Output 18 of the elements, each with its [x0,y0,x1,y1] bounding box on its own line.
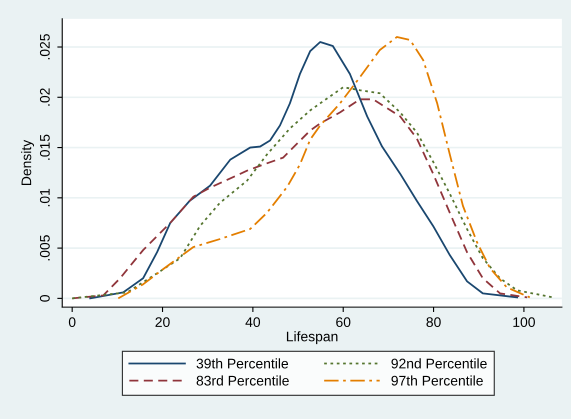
legend-label: 83rd Percentile [196,375,289,386]
legend-label: 92nd Percentile [391,358,487,368]
y-tick-label: .015 [40,134,50,160]
x-tick-label: 20 [156,317,170,328]
y-tick-label: .005 [40,235,50,260]
x-tick-label: 40 [245,317,260,328]
legend-label: 39th Percentile [196,358,288,368]
y-axis-title: Density [21,140,34,186]
y-tick-label: .025 [40,34,50,60]
x-tick-label: 100 [513,317,535,328]
y-tick-label: .02 [40,88,50,106]
x-tick-label: 60 [336,317,350,328]
x-tick-label: 80 [426,317,441,328]
y-tick-label: 0 [40,295,50,302]
y-tick-label: .01 [40,188,50,206]
legend-label: 97th Percentile [391,375,483,386]
x-axis-title: Lifespan [286,331,338,344]
x-tick-label: 0 [68,317,76,328]
